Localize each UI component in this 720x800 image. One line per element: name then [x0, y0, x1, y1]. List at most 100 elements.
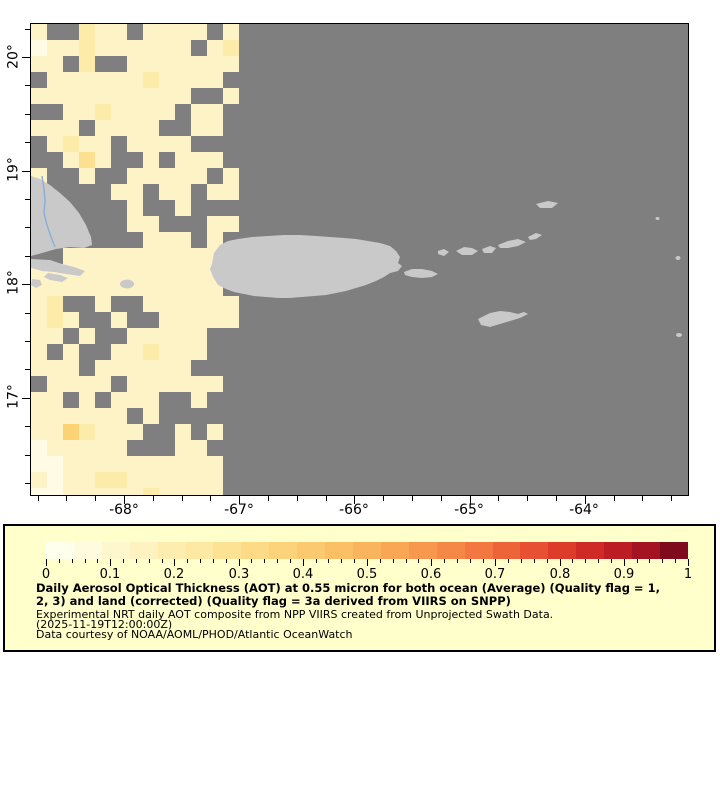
colorbar-minor-tick — [354, 559, 355, 563]
islet — [120, 279, 134, 289]
aot-cell — [79, 408, 95, 424]
aot-cell — [191, 376, 207, 392]
aot-cell — [79, 264, 95, 280]
aot-cell — [175, 152, 191, 168]
x-minor-tick — [326, 496, 327, 501]
aot-cell — [127, 168, 143, 184]
colorbar-gradient — [46, 542, 688, 559]
aot-cell — [159, 376, 175, 392]
aot-cell — [143, 408, 159, 424]
colorbar-minor-tick — [393, 559, 394, 563]
colorbar-segment — [659, 542, 688, 559]
aot-cell — [79, 168, 95, 184]
aot-cell — [47, 296, 63, 312]
aot-cell — [111, 472, 127, 488]
x-major-tick — [585, 496, 586, 504]
aot-cell — [143, 488, 159, 495]
aot-cell — [95, 264, 111, 280]
aot-cell — [175, 296, 191, 312]
aot-cell — [223, 312, 239, 328]
y-minor-tick — [25, 483, 30, 484]
aot-cell — [175, 168, 191, 184]
aot-cell — [191, 104, 207, 120]
colorbar-minor-tick — [457, 559, 458, 563]
aot-cell — [95, 136, 111, 152]
aot-cell — [159, 24, 175, 40]
aot-cell — [79, 440, 95, 456]
aot-cell — [63, 456, 79, 472]
aot-cell — [159, 296, 175, 312]
aot-cell — [207, 152, 223, 168]
y-minor-tick — [25, 313, 30, 314]
colorbar-major-tick — [560, 559, 561, 566]
colorbar-minor-tick — [72, 559, 73, 563]
aot-cell — [111, 440, 127, 456]
aot-cell — [191, 312, 207, 328]
aot-cell — [207, 424, 223, 440]
aot-cell — [175, 56, 191, 72]
colorbar-segment — [157, 542, 186, 559]
colorbar-major-tick — [46, 559, 47, 566]
colorbar-segment — [269, 542, 298, 559]
aot-cell — [63, 104, 79, 120]
x-minor-tick — [153, 496, 154, 501]
aot-cell — [207, 488, 223, 495]
island-hispaniola-south-coast — [31, 259, 85, 276]
aot-cell — [175, 376, 191, 392]
aot-cell — [111, 424, 127, 440]
aot-cell — [175, 472, 191, 488]
colorbar-tick-label: 0.3 — [228, 567, 250, 582]
aot-cell — [31, 328, 47, 344]
aot-cell — [159, 280, 175, 296]
aot-cell — [207, 312, 223, 328]
x-minor-tick — [268, 496, 269, 501]
aot-cell — [95, 88, 111, 104]
aot-cell — [143, 376, 159, 392]
aot-cell — [127, 360, 143, 376]
aot-cell — [47, 328, 63, 344]
aot-cell — [207, 40, 223, 56]
aot-cell — [47, 424, 63, 440]
aot-cell — [207, 104, 223, 120]
aot-cell — [207, 376, 223, 392]
aot-cell — [79, 280, 95, 296]
aot-cell — [207, 56, 223, 72]
x-major-tick — [470, 496, 471, 504]
x-minor-tick — [671, 496, 672, 501]
colorbar-minor-tick — [149, 559, 150, 563]
colorbar-minor-tick — [85, 559, 86, 563]
aot-cell — [79, 456, 95, 472]
aot-cell — [31, 360, 47, 376]
aot-cell — [223, 216, 239, 232]
aot-cell — [79, 376, 95, 392]
aot-cell — [175, 248, 191, 264]
y-minor-tick — [25, 455, 30, 456]
colorbar-minor-tick — [547, 559, 548, 563]
islet — [655, 217, 660, 220]
colorbar-minor-tick — [508, 559, 509, 563]
colorbar-minor-tick — [59, 559, 60, 563]
colorbar-minor-tick — [572, 559, 573, 563]
x-major-tick — [354, 496, 355, 504]
colorbar-tick-label: 0 — [41, 567, 51, 582]
aot-cell — [47, 408, 63, 424]
aot-cell — [191, 488, 207, 495]
aot-cell — [79, 152, 95, 168]
colorbar-minor-tick — [328, 559, 329, 563]
aot-cell — [31, 424, 47, 440]
colorbar-segment — [46, 542, 74, 559]
y-minor-tick — [25, 369, 30, 370]
colorbar-major-tick — [239, 559, 240, 566]
colorbar-tick-label: 0.1 — [99, 567, 121, 582]
aot-cell — [207, 72, 223, 88]
colorbar-segment — [325, 542, 353, 559]
aot-cell — [159, 328, 175, 344]
aot-cell — [143, 232, 159, 248]
island-culebra — [438, 249, 449, 256]
aot-cell — [47, 312, 63, 328]
colorbar-tick-label: 0.6 — [420, 567, 442, 582]
colorbar-minor-tick — [662, 559, 663, 563]
island-saona-islet — [44, 273, 68, 282]
colorbar-tick-label: 0.8 — [549, 567, 571, 582]
